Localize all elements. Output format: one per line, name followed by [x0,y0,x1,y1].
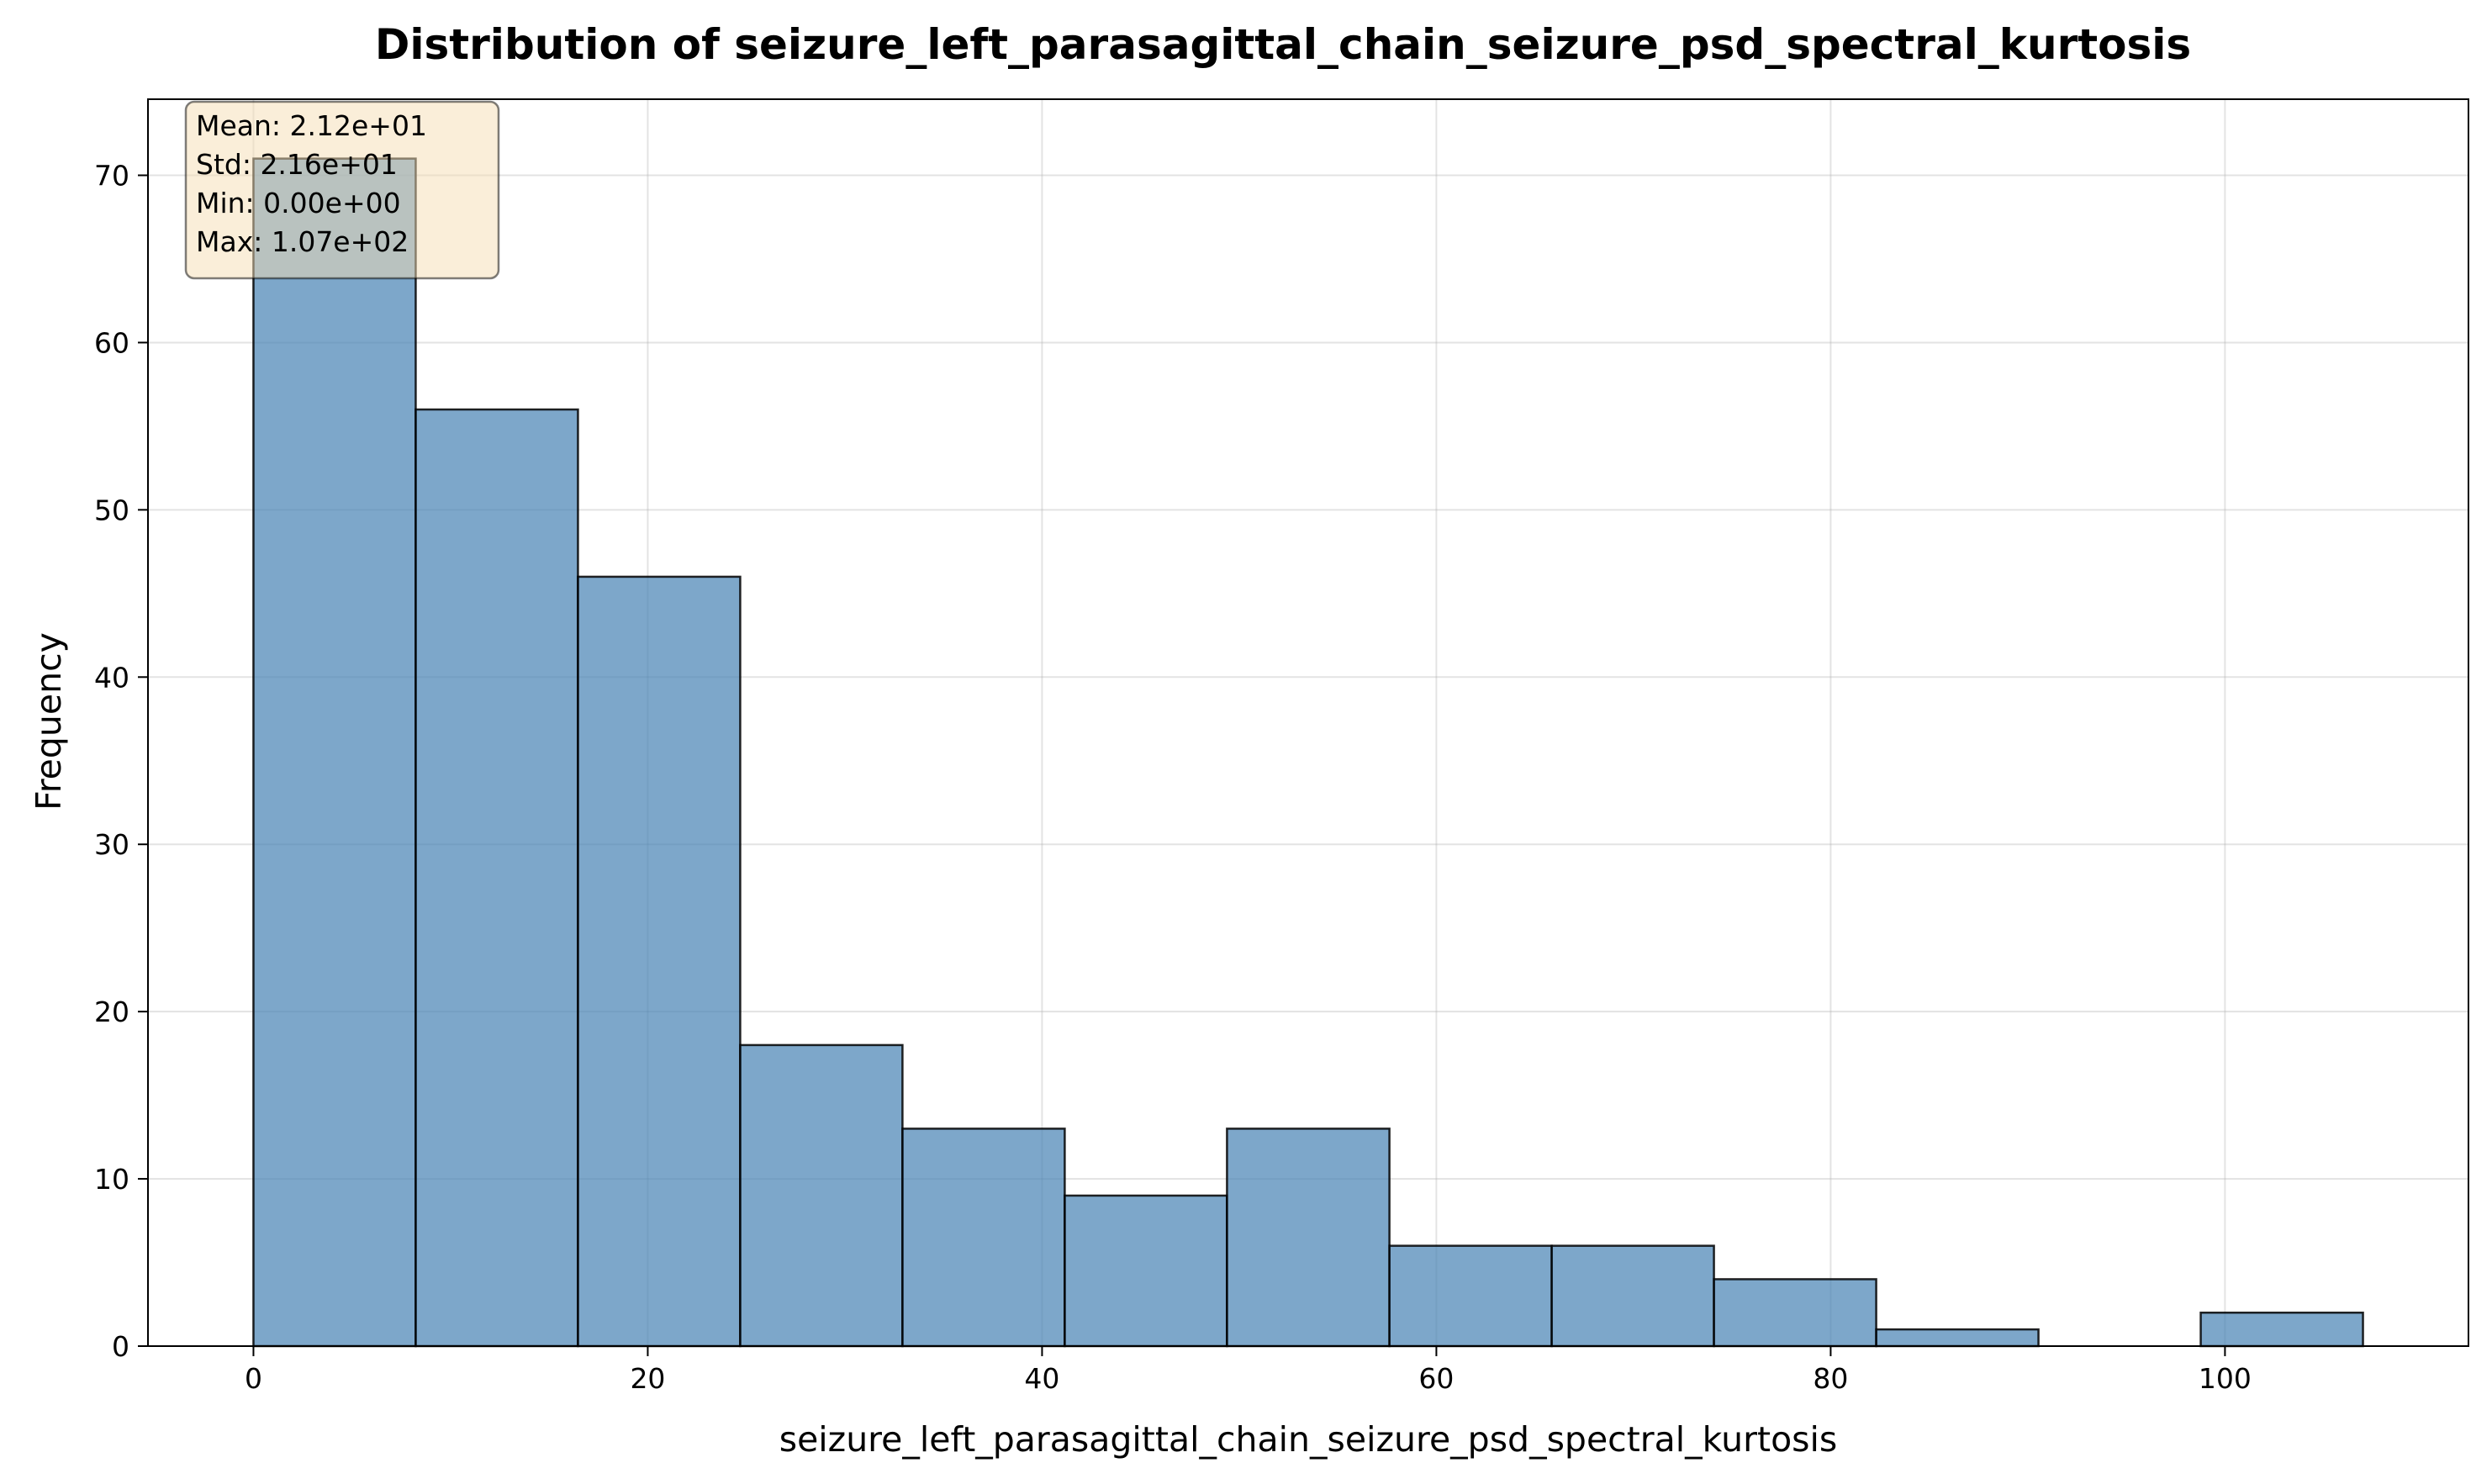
histogram-bar-12 [2199,1311,2364,1348]
x-axis-label: seizure_left_parasagittal_chain_seizure_… [779,1419,1838,1460]
y-tick-label: 60 [94,326,129,359]
histogram-bar-0 [252,157,417,1348]
histogram-bar-1 [414,408,579,1348]
histogram-bar-10 [1875,1328,2040,1348]
x-tick-label: 80 [1813,1362,1848,1395]
chart-title: Distribution of seizure_left_parasagitta… [375,20,2191,69]
x-tick-label: 60 [1418,1362,1454,1395]
y-tick-label: 40 [94,661,129,694]
histogram-bar-4 [901,1128,1066,1348]
histogram-bars [252,157,2364,1348]
x-tick-label: 0 [245,1362,262,1395]
y-tick-label: 0 [112,1330,129,1363]
x-axis-ticks: 0 20 40 60 80 100 [245,1346,2252,1395]
y-tick-label: 20 [94,995,129,1028]
histogram-bar-9 [1713,1278,1877,1348]
y-axis-ticks: 0 10 20 30 40 50 60 70 [94,160,148,1363]
stats-box: Mean: 2.12e+01 Std: 2.16e+01 Min: 0.00e+… [184,100,500,280]
plot-frame [147,98,2469,1347]
x-tick-label: 100 [2199,1362,2252,1395]
y-tick-label: 30 [94,828,129,861]
x-tick-label: 40 [1024,1362,1059,1395]
x-tick-label: 20 [630,1362,665,1395]
y-axis-label: Frequency [29,632,69,811]
stats-max: Max: 1.07e+02 [196,225,409,258]
histogram-bar-2 [577,575,742,1348]
y-tick-label: 10 [94,1163,129,1196]
histogram-bar-8 [1550,1244,1715,1348]
y-tick-label: 50 [94,494,129,526]
histogram-bar-7 [1388,1244,1553,1348]
histogram-bar-6 [1226,1128,1391,1348]
stats-box-background [184,100,500,280]
y-tick-label: 70 [94,160,129,193]
stats-min: Min: 0.00e+00 [196,187,401,219]
histogram-bar-3 [739,1043,904,1348]
stats-mean: Mean: 2.12e+01 [196,109,427,142]
histogram-bar-5 [1064,1194,1228,1348]
stats-std: Std: 2.16e+01 [196,148,398,181]
